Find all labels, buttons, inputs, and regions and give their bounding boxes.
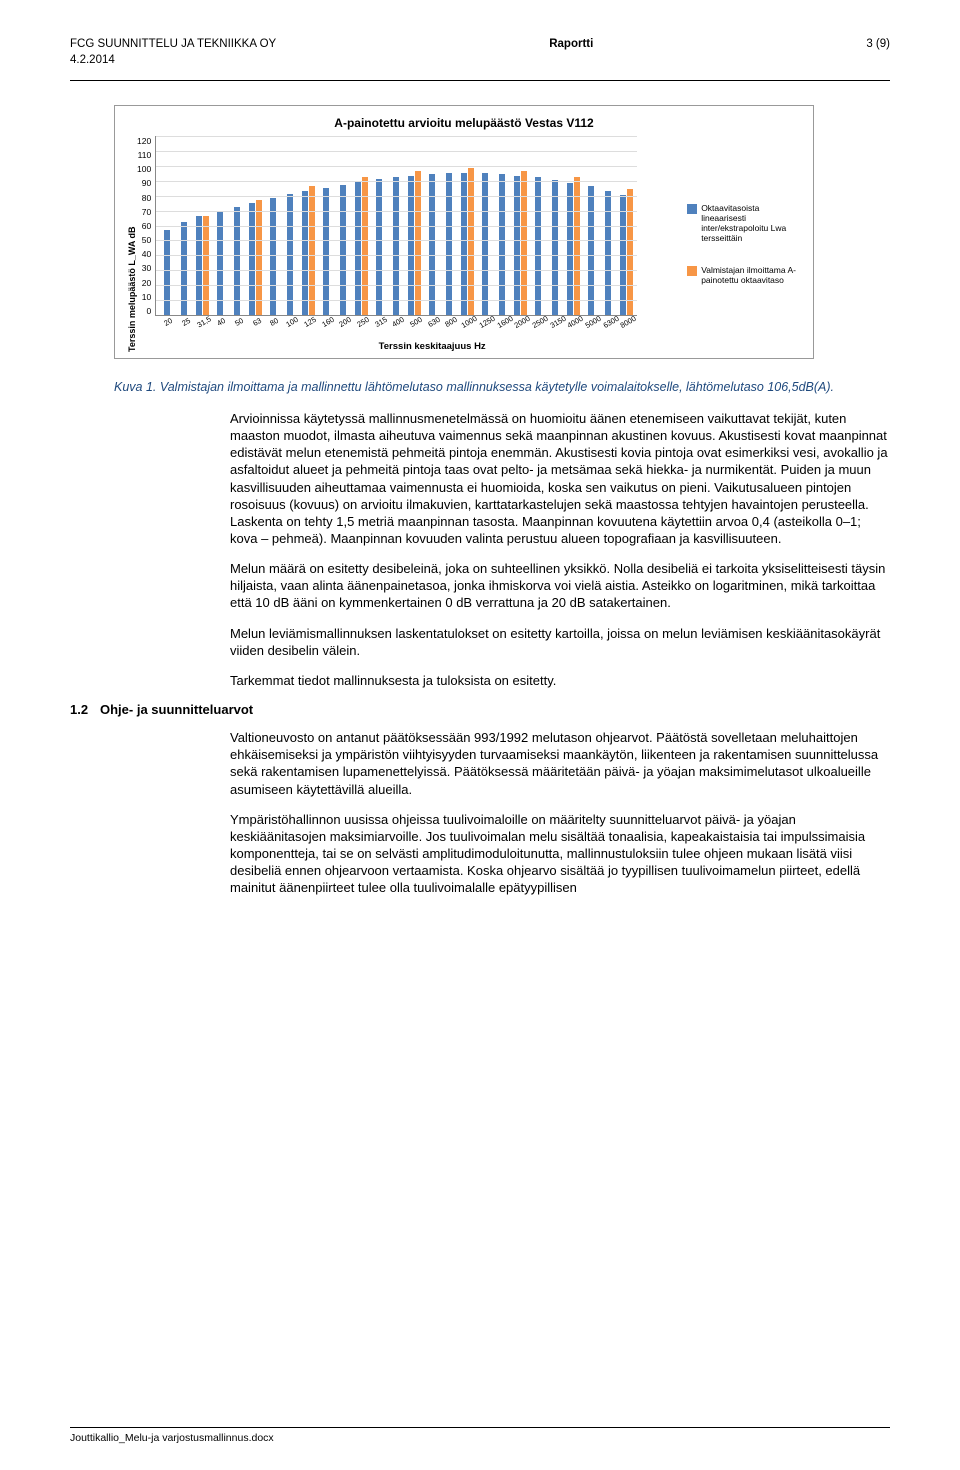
legend-swatch	[687, 266, 697, 276]
y-axis-ticks: 1201101009080706050403020100	[137, 136, 155, 316]
footer-filename: Jouttikallio_Melu-ja varjostusmallinnus.…	[70, 1432, 890, 1444]
x-axis-label: Terssin keskitaajuus Hz	[191, 341, 673, 352]
x-axis-ticks: 202531,540506380100125160200250315400500…	[155, 316, 637, 327]
page-footer: Jouttikallio_Melu-ja varjostusmallinnus.…	[70, 1427, 890, 1444]
legend-swatch	[687, 204, 697, 214]
body-text: Arvioinnissa käytetyssä mallinnusmenetel…	[230, 410, 890, 689]
section-title: Ohje- ja suunnitteluarvot	[100, 702, 253, 717]
body-text: Valtioneuvosto on antanut päätöksessään …	[230, 729, 890, 896]
header-date: 4.2.2014	[70, 54, 890, 66]
section-number: 1.2	[70, 702, 100, 717]
paragraph: Ympäristöhallinnon uusissa ohjeissa tuul…	[230, 811, 890, 897]
paragraph: Arvioinnissa käytetyssä mallinnusmenetel…	[230, 410, 890, 547]
header-company: FCG SUUNNITTELU JA TEKNIIKKA OY	[70, 38, 276, 50]
header-title: Raportti	[549, 38, 593, 50]
paragraph: Melun leviämismallinnuksen laskentatulok…	[230, 625, 890, 659]
paragraph: Melun määrä on esitetty desibeleinä, jok…	[230, 560, 890, 611]
bar-chart: A-painotettu arvioitu melupäästö Vestas …	[114, 105, 814, 359]
paragraph: Tarkemmat tiedot mallinnuksesta ja tulok…	[230, 672, 890, 689]
footer-rule	[70, 1427, 890, 1428]
page-header: FCG SUUNNITTELU JA TEKNIIKKA OY Raportti…	[70, 38, 890, 50]
chart-title: A-painotettu arvioitu melupäästö Vestas …	[125, 116, 803, 130]
legend-item: Valmistajan ilmoittama A-painotettu okta…	[687, 265, 803, 285]
legend-item: Oktaavitasoista lineaarisesti inter/ekst…	[687, 203, 803, 243]
legend-label: Oktaavitasoista lineaarisesti inter/ekst…	[701, 203, 803, 243]
y-axis-label: Terssin melupäästö L_WA dB	[125, 136, 137, 352]
header-rule	[70, 80, 890, 81]
chart-legend: Oktaavitasoista lineaarisesti inter/ekst…	[673, 136, 803, 352]
chart-plot-area	[155, 136, 637, 316]
paragraph: Valtioneuvosto on antanut päätöksessään …	[230, 729, 890, 798]
header-page: 3 (9)	[866, 38, 890, 50]
figure-caption: Kuva 1. Valmistajan ilmoittama ja mallin…	[114, 379, 890, 396]
section-heading: 1.2 Ohje- ja suunnitteluarvot	[70, 702, 890, 717]
legend-label: Valmistajan ilmoittama A-painotettu okta…	[701, 265, 803, 285]
